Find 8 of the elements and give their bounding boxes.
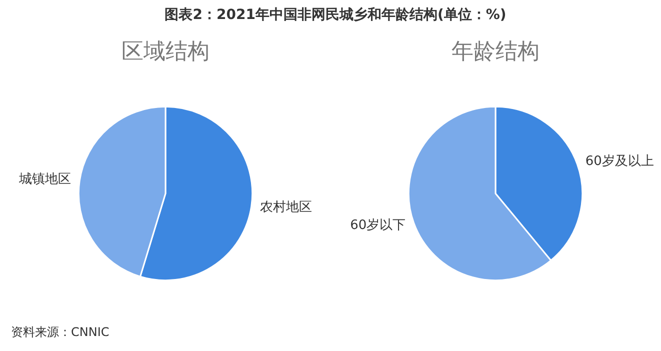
chart-title: 年龄结构 [452, 40, 540, 64]
text: 资料来源：CNNIC [11, 324, 110, 341]
slice-label: 农村地区 [260, 200, 312, 215]
slice-label: 60岁以下 [350, 218, 406, 233]
slice-label: 城镇地区 [18, 172, 72, 188]
chart-title: 区域结构 [122, 40, 210, 64]
text: 图表2：2021年中国非网民城乡和年龄结构(单位：%) [164, 6, 506, 25]
slice-label: 60岁及以上 [585, 154, 654, 170]
